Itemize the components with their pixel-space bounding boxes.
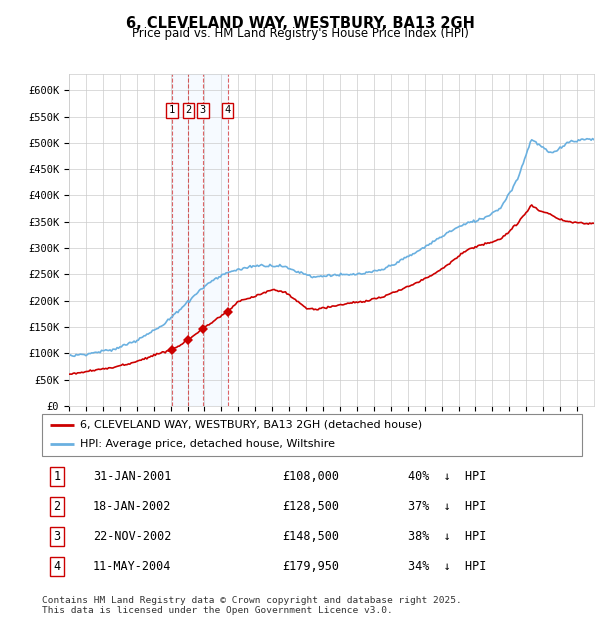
- Text: 2: 2: [185, 105, 191, 115]
- Text: 3: 3: [53, 530, 61, 542]
- Text: 22-NOV-2002: 22-NOV-2002: [93, 530, 172, 542]
- Bar: [172, 74, 227, 406]
- Text: £179,950: £179,950: [282, 560, 339, 572]
- Text: 1: 1: [169, 105, 175, 115]
- Text: Price paid vs. HM Land Registry's House Price Index (HPI): Price paid vs. HM Land Registry's House …: [131, 27, 469, 40]
- Text: 6, CLEVELAND WAY, WESTBURY, BA13 2GH: 6, CLEVELAND WAY, WESTBURY, BA13 2GH: [125, 16, 475, 30]
- Text: 34%  ↓  HPI: 34% ↓ HPI: [408, 560, 487, 572]
- Text: 3: 3: [200, 105, 206, 115]
- Text: £128,500: £128,500: [282, 500, 339, 513]
- Text: £108,000: £108,000: [282, 471, 339, 483]
- Text: 2: 2: [53, 500, 61, 513]
- Text: 18-JAN-2002: 18-JAN-2002: [93, 500, 172, 513]
- Text: 6, CLEVELAND WAY, WESTBURY, BA13 2GH (detached house): 6, CLEVELAND WAY, WESTBURY, BA13 2GH (de…: [80, 420, 422, 430]
- Text: 1: 1: [53, 471, 61, 483]
- Text: 37%  ↓  HPI: 37% ↓ HPI: [408, 500, 487, 513]
- Text: 40%  ↓  HPI: 40% ↓ HPI: [408, 471, 487, 483]
- Text: 4: 4: [224, 105, 231, 115]
- Text: £148,500: £148,500: [282, 530, 339, 542]
- Text: 31-JAN-2001: 31-JAN-2001: [93, 471, 172, 483]
- Text: HPI: Average price, detached house, Wiltshire: HPI: Average price, detached house, Wilt…: [80, 440, 335, 450]
- FancyBboxPatch shape: [42, 414, 582, 456]
- Text: 4: 4: [53, 560, 61, 572]
- Text: Contains HM Land Registry data © Crown copyright and database right 2025.
This d: Contains HM Land Registry data © Crown c…: [42, 596, 462, 615]
- Text: 11-MAY-2004: 11-MAY-2004: [93, 560, 172, 572]
- Text: 38%  ↓  HPI: 38% ↓ HPI: [408, 530, 487, 542]
